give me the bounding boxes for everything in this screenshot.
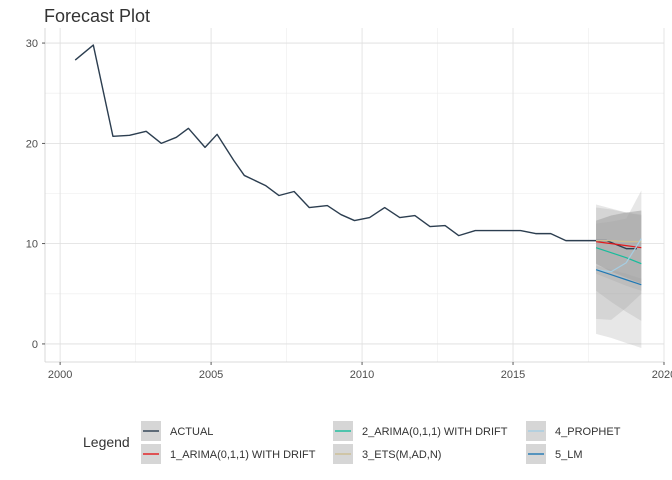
legend-label: ACTUAL	[170, 426, 213, 438]
legend-label: 1_ARIMA(0,1,1) WITH DRIFT	[170, 449, 316, 461]
plot-background	[45, 28, 664, 362]
y-tick-label: 30	[26, 38, 38, 50]
series-line-5	[595, 269, 642, 286]
series-lines	[74, 44, 642, 286]
chart-title: Forecast Plot	[44, 6, 150, 26]
x-tick-label: 2020	[652, 369, 672, 381]
legend-title: Legend	[83, 434, 130, 450]
forecast-interval-3	[596, 204, 642, 321]
legend-label: 4_PROPHET	[555, 426, 621, 438]
x-tick-label: 2000	[48, 369, 72, 381]
legend-label: 3_ETS(M,AD,N)	[362, 449, 441, 461]
axes: 0 10 20 30 2000 2005 2010 2015 2020	[26, 28, 672, 381]
x-tick-label: 2010	[350, 369, 374, 381]
x-tick-label: 2005	[199, 369, 223, 381]
x-tick-label: 2015	[501, 369, 525, 381]
forecast-interval-6	[596, 265, 642, 291]
y-tick-label: 20	[26, 138, 38, 150]
legend-label: 2_ARIMA(0,1,1) WITH DRIFT	[362, 426, 508, 438]
legend-label: 5_LM	[555, 449, 583, 461]
series-line-4	[595, 238, 642, 273]
legend: Legend ACTUAL 1_ARIMA(0,1,1) WITH DRIFT 2_…	[83, 421, 621, 464]
series-line-actual	[74, 44, 637, 250]
grid-lines	[45, 28, 665, 362]
series-line-2	[595, 247, 642, 265]
y-tick-label: 0	[32, 339, 38, 351]
forecast-intervals	[596, 190, 642, 348]
forecast-interval-2	[596, 210, 642, 284]
series-line-1	[595, 241, 642, 249]
y-tick-label: 10	[26, 239, 38, 251]
series-line-3	[596, 240, 642, 243]
plot-panel	[45, 28, 664, 362]
